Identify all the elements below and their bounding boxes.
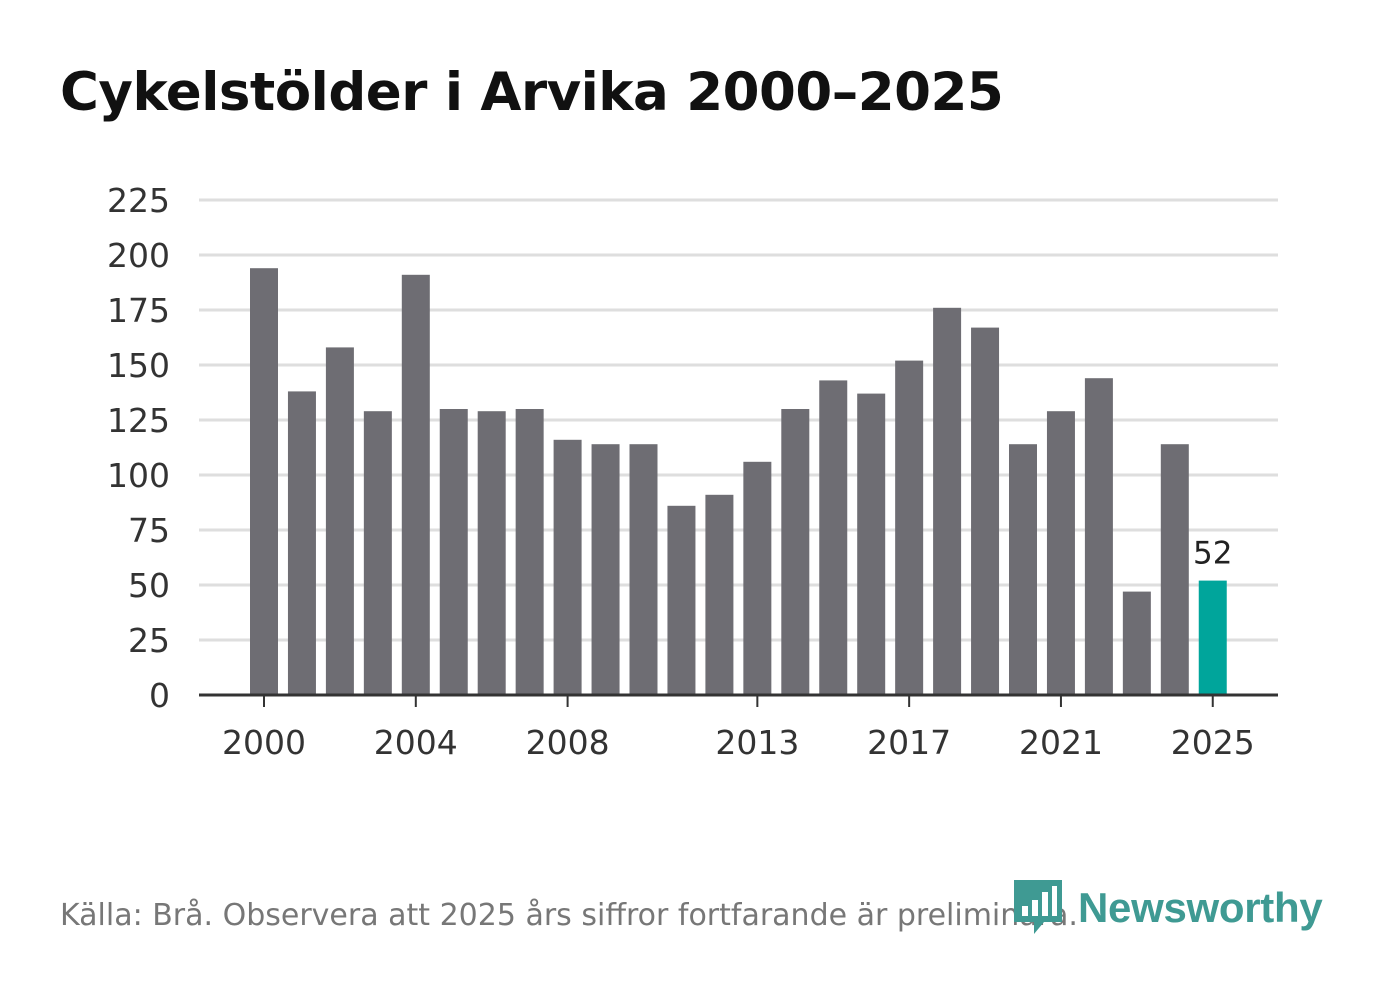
bar-2002 <box>325 347 354 695</box>
y-tick-label-25: 25 <box>128 621 170 660</box>
newsworthy-logo-icon <box>1014 880 1062 934</box>
bar-2020 <box>1009 444 1037 695</box>
x-tick-label-2004: 2004 <box>374 723 458 762</box>
source-note: Källa: Brå. Observera att 2025 års siffr… <box>60 898 1078 933</box>
y-axis-tick-labels: 0 25 50 75 100 125 150 175 200 225 <box>107 181 170 715</box>
bar-2015 <box>819 380 848 695</box>
x-tick-label-2025: 2025 <box>1171 723 1255 762</box>
data-labels: 52 <box>1193 536 1232 572</box>
bar-2010 <box>629 444 658 695</box>
bar-2024 <box>1160 444 1189 695</box>
y-tick-label-50: 50 <box>128 566 170 605</box>
bar-2003 <box>363 411 392 695</box>
y-tick-label-100: 100 <box>107 456 170 495</box>
bar-2005 <box>439 409 468 695</box>
bar-2022 <box>1084 378 1113 695</box>
y-tick-label-175: 175 <box>107 291 170 330</box>
bar-2009 <box>591 444 620 695</box>
bar-2007 <box>515 409 544 695</box>
brand-name: Newsworthy <box>1078 884 1323 931</box>
bar-2000 <box>250 268 278 695</box>
bar-2017 <box>895 360 924 695</box>
x-tick-label-2017: 2017 <box>867 723 951 762</box>
data-label-2025: 52 <box>1193 536 1232 572</box>
bar-2021 <box>1046 411 1075 695</box>
bar-2008 <box>553 439 582 695</box>
grid-lines <box>199 198 1278 642</box>
bar-2012 <box>705 494 734 695</box>
chart-title: Cykelstölder i Arvika 2000–2025 <box>60 62 1004 123</box>
bar-2019 <box>971 327 1000 695</box>
bar-2025 <box>1198 580 1227 695</box>
bar-2011 <box>667 505 696 695</box>
x-tick-label-2000: 2000 <box>222 723 306 762</box>
bar-2013 <box>743 461 772 695</box>
y-tick-label-150: 150 <box>107 346 170 385</box>
bar-2014 <box>781 409 810 695</box>
y-tick-label-200: 200 <box>107 236 170 275</box>
bar-2016 <box>857 393 886 695</box>
brand-logo: Newsworthy <box>1010 876 1323 940</box>
y-tick-label-225: 225 <box>107 181 170 220</box>
x-tick-label-2021: 2021 <box>1019 723 1103 762</box>
bar-2001 <box>287 391 316 695</box>
y-tick-label-125: 125 <box>107 401 170 440</box>
x-tick-label-2008: 2008 <box>526 723 610 762</box>
bar-2023 <box>1122 591 1151 695</box>
x-tick-label-2013: 2013 <box>715 723 799 762</box>
bars <box>250 268 1227 695</box>
bar-2004 <box>401 274 430 695</box>
x-axis-ticks: 2000 2004 2008 2013 2017 2021 2025 <box>222 695 1255 762</box>
y-tick-label-0: 0 <box>149 676 170 715</box>
y-tick-label-75: 75 <box>128 511 170 550</box>
bar-2018 <box>933 307 962 695</box>
bar-2006 <box>477 411 506 695</box>
